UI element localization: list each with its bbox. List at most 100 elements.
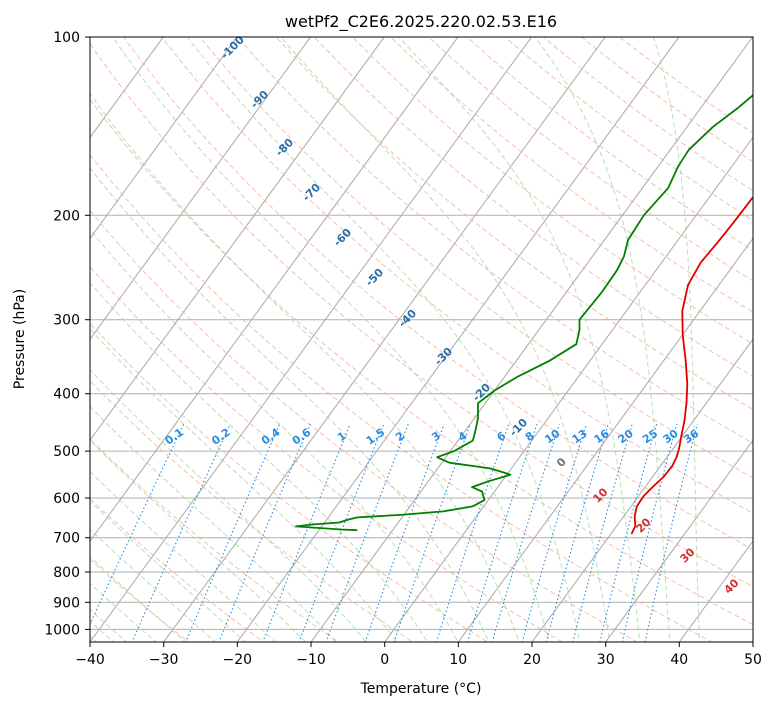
dry-adiabat-line xyxy=(391,37,775,654)
y-tick-label: 500 xyxy=(53,444,80,460)
dry-adiabat-line xyxy=(543,37,775,654)
x-tick-label: 0 xyxy=(380,652,389,668)
dry-adiabat-label: -40 xyxy=(396,307,419,330)
dry-adiabat-line xyxy=(47,37,775,654)
mixing-ratio-line xyxy=(295,424,384,654)
moist-adiabat-line xyxy=(525,24,671,654)
y-axis-label: Pressure (hPa) xyxy=(12,289,28,389)
dry-adiabat-label: -50 xyxy=(363,266,386,289)
isotherm-line xyxy=(0,37,237,642)
dry-adiabat-label: -60 xyxy=(331,226,354,249)
x-tick-label: −40 xyxy=(75,652,105,668)
moist-adiabat-line xyxy=(0,24,258,654)
moist-adiabat-line xyxy=(270,24,612,654)
isotherm-line xyxy=(90,37,532,642)
dry-adiabat-line xyxy=(276,37,775,654)
isotherm-line xyxy=(16,37,458,642)
plot-frame xyxy=(90,37,753,642)
x-tick-label: −10 xyxy=(296,652,326,668)
moist-adiabat-label: 0 xyxy=(554,455,569,470)
dry-adiabat-line xyxy=(581,37,775,654)
chart-title: wetPf2_C2E6.2025.220.02.53.E16 xyxy=(285,12,557,32)
x-tick-label: −30 xyxy=(149,652,179,668)
x-axis-label: Temperature (°C) xyxy=(360,681,482,697)
moist-adiabat-line xyxy=(0,24,494,654)
x-tick-label: 10 xyxy=(449,652,467,668)
y-tick-label: 600 xyxy=(53,491,80,507)
x-tick-label: −20 xyxy=(223,652,253,668)
dry-adiabat-label: -90 xyxy=(248,88,271,111)
moist-adiabat-line xyxy=(44,24,523,654)
dry-adiabat-line xyxy=(9,37,734,654)
mixing-ratio-line xyxy=(543,424,608,654)
dry-adiabat-line xyxy=(0,37,356,654)
dry-adiabat-line xyxy=(467,37,775,654)
moist-adiabat-line xyxy=(0,24,229,654)
dry-adiabat-line xyxy=(352,37,775,654)
mixing-ratio-line xyxy=(433,424,509,654)
isotherm-line xyxy=(385,37,775,642)
y-tick-label: 800 xyxy=(53,565,80,581)
dry-adiabat-line xyxy=(124,37,775,654)
y-tick-label: 1000 xyxy=(44,622,80,638)
moist-adiabat-label: 20 xyxy=(634,515,654,535)
dry-adiabat-label: -80 xyxy=(273,136,296,159)
moist-adiabat-line xyxy=(0,24,347,654)
x-tick-label: 50 xyxy=(744,652,762,668)
dry-adiabat-line xyxy=(429,37,775,654)
mixing-ratio-line xyxy=(322,424,409,654)
dry-adiabat-line xyxy=(238,37,775,654)
mixing-ratio-label: 1.5 xyxy=(364,426,387,448)
mixing-ratio-label: 0.4 xyxy=(259,426,283,448)
mixing-ratio-label: 13 xyxy=(570,427,590,446)
moist-adiabat-line xyxy=(0,24,288,654)
dry-adiabat-label: -20 xyxy=(470,381,493,404)
x-tick-label: 20 xyxy=(523,652,541,668)
y-tick-label: 300 xyxy=(53,313,80,329)
y-tick-label: 100 xyxy=(53,30,80,46)
mixing-ratio-label: 30 xyxy=(661,427,681,447)
mixing-ratio-label: 25 xyxy=(640,427,660,446)
moist-adiabat-line xyxy=(387,24,641,654)
mixing-ratio-line xyxy=(390,424,470,654)
moist-adiabat-label: 30 xyxy=(678,545,698,565)
isotherm-line xyxy=(753,37,775,642)
mixing-ratio-label: 36 xyxy=(681,427,701,447)
mixing-ratio-label: 0.6 xyxy=(290,426,314,448)
mixing-ratio-line xyxy=(519,424,587,654)
dry-adiabat-line xyxy=(85,37,775,654)
x-tick-label: 40 xyxy=(670,652,688,668)
dry-adiabat-line xyxy=(0,37,659,654)
y-tick-label: 900 xyxy=(53,595,80,611)
dry-adiabat-line xyxy=(0,37,280,654)
y-tick-label: 400 xyxy=(53,387,80,403)
isotherm-line xyxy=(237,37,679,642)
dry-adiabat-line xyxy=(0,37,204,654)
mixing-ratio-line xyxy=(214,424,310,654)
mixing-ratio-line xyxy=(570,424,632,654)
dry-adiabat-line xyxy=(505,37,775,654)
x-tick-label: 30 xyxy=(597,652,615,668)
moist-adiabat-line xyxy=(104,24,553,654)
mixing-ratio-label: 6 xyxy=(495,429,509,444)
mixing-ratio-label: 10 xyxy=(542,427,562,447)
moist-adiabat-line xyxy=(0,24,199,654)
y-tick-label: 700 xyxy=(53,531,80,547)
moist-adiabat-label: 10 xyxy=(591,485,611,505)
mixing-ratio-label: 0.1 xyxy=(163,426,186,448)
dry-adiabat-line xyxy=(0,37,583,654)
isotherm-line xyxy=(458,37,775,642)
mixing-ratio-label: 4 xyxy=(456,429,470,444)
mixing-ratio-line xyxy=(258,424,350,654)
mixing-ratio-label: 0.2 xyxy=(209,426,232,448)
dry-adiabat-line xyxy=(0,37,432,654)
y-tick-label: 200 xyxy=(53,208,80,224)
background-lines xyxy=(0,24,775,654)
mixing-ratio-label: 16 xyxy=(592,427,612,447)
isotherm-line xyxy=(0,37,384,642)
isotherm-line xyxy=(532,37,775,642)
moist-adiabat-line xyxy=(0,24,405,654)
